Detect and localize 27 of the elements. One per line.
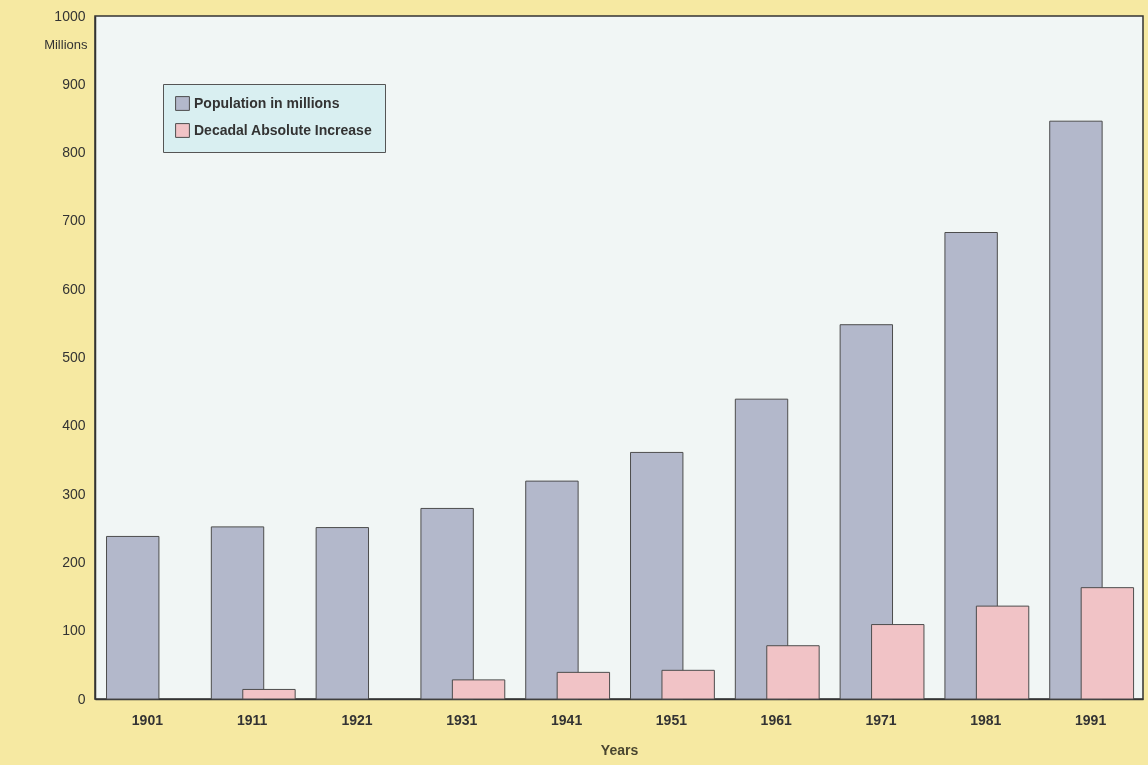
y-tick-label: 800 xyxy=(62,144,86,161)
y-tick-label: 500 xyxy=(62,349,86,365)
y-tick-label: 600 xyxy=(62,280,86,297)
y-tick-label: 300 xyxy=(62,485,86,502)
bar xyxy=(315,527,370,700)
x-tick-label: 1981 xyxy=(970,711,1002,728)
bar xyxy=(106,535,160,700)
legend-label: Decadal Absolute Increase xyxy=(194,121,372,138)
y-tick-label: 400 xyxy=(62,417,86,434)
x-axis-title: Years xyxy=(600,741,639,758)
y-tick-label: 100 xyxy=(62,622,86,639)
x-tick-label: 1941 xyxy=(551,711,583,728)
x-tick-label: 1991 xyxy=(1075,711,1107,728)
x-tick-label: 1971 xyxy=(865,711,897,728)
y-axis-title: Millions xyxy=(44,36,88,52)
x-tick-label: 1901 xyxy=(131,711,164,728)
y-tick-label: 200 xyxy=(62,553,86,570)
y-tick-label: 700 xyxy=(62,212,86,229)
y-tick-label: 1000 xyxy=(54,7,86,24)
y-tick-label: 0 xyxy=(77,690,86,707)
y-tick-label: 900 xyxy=(62,75,86,92)
x-tick-label: 1951 xyxy=(655,711,688,728)
x-tick-label: 1931 xyxy=(446,711,478,728)
legend-label: Population in millions xyxy=(194,94,340,111)
x-tick-label: 1911 xyxy=(237,711,268,728)
x-tick-label: 1921 xyxy=(341,711,373,728)
x-tick-label: 1961 xyxy=(760,711,792,728)
